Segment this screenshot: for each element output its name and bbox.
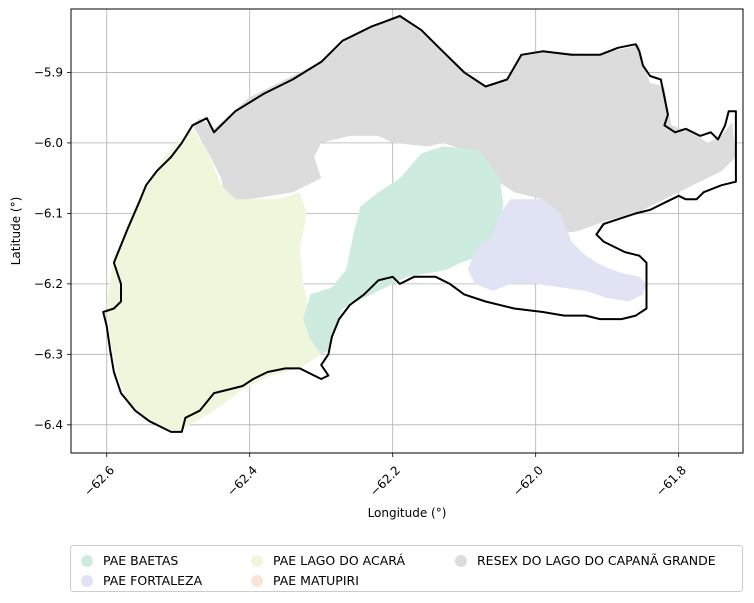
x-tick-label: −62.6	[81, 463, 117, 499]
legend-label: PAE LAGO DO ACARÁ	[273, 553, 406, 568]
x-tick-label: −62.2	[367, 463, 403, 499]
x-tick-label: −62.4	[224, 463, 260, 499]
region-pae-fortaleza	[467, 199, 647, 302]
legend-swatch-pae-lago-do-acara	[251, 554, 263, 567]
legend-label: PAE FORTALEZA	[103, 573, 203, 588]
x-tick-label: −62.0	[510, 463, 546, 499]
legend-item-resex-capana-grande: RESEX DO LAGO DO CAPANÃ GRANDE	[455, 553, 716, 568]
legend-item-pae-matupiri: PAE MATUPIRI	[251, 573, 359, 588]
legend-label: PAE BAETAS	[103, 553, 179, 568]
legend-swatch-resex-capana-grande	[455, 554, 467, 567]
x-axis-label: Longitude (°)	[368, 506, 447, 520]
y-tick-label: −6.2	[34, 277, 63, 291]
legend-item-pae-fortaleza: PAE FORTALEZA	[81, 573, 202, 588]
legend: PAE BAETAS PAE FORTALEZA PAE LAGO DO ACA…	[70, 545, 743, 592]
region-pae-baetas	[303, 146, 504, 355]
legend-item-pae-baetas: PAE BAETAS	[81, 553, 178, 568]
y-axis-label: Latitude (°)	[9, 197, 23, 266]
legend-swatch-pae-fortaleza	[81, 574, 93, 587]
legend-label: PAE MATUPIRI	[273, 573, 359, 588]
map-outline	[102, 15, 737, 433]
y-tick-label: −6.0	[34, 136, 63, 150]
y-tick-label: −5.9	[34, 65, 63, 79]
municipality-outline	[102, 15, 737, 433]
y-tick-label: −6.4	[34, 418, 63, 432]
legend-item-pae-lago-do-acara: PAE LAGO DO ACARÁ	[251, 553, 405, 568]
region-resex-do-lago-do-capana-grande	[192, 16, 736, 235]
x-tick-label: −61.8	[653, 463, 689, 499]
y-tick-label: −6.1	[34, 206, 63, 220]
map-regions	[106, 16, 736, 432]
y-tick-label: −6.3	[34, 347, 63, 361]
plot-frame	[70, 8, 744, 454]
y-axis-ticks: −5.9 −6.0 −6.1 −6.2 −6.3 −6.4	[34, 65, 71, 432]
legend-label: RESEX DO LAGO DO CAPANÃ GRANDE	[477, 553, 716, 568]
x-axis-ticks: −62.6 −62.4 −62.2 −62.0 −61.8	[81, 453, 689, 499]
legend-swatch-pae-baetas	[81, 554, 93, 567]
region-pae-lago-do-acara	[106, 128, 322, 432]
legend-swatch-pae-matupiri	[251, 574, 263, 587]
